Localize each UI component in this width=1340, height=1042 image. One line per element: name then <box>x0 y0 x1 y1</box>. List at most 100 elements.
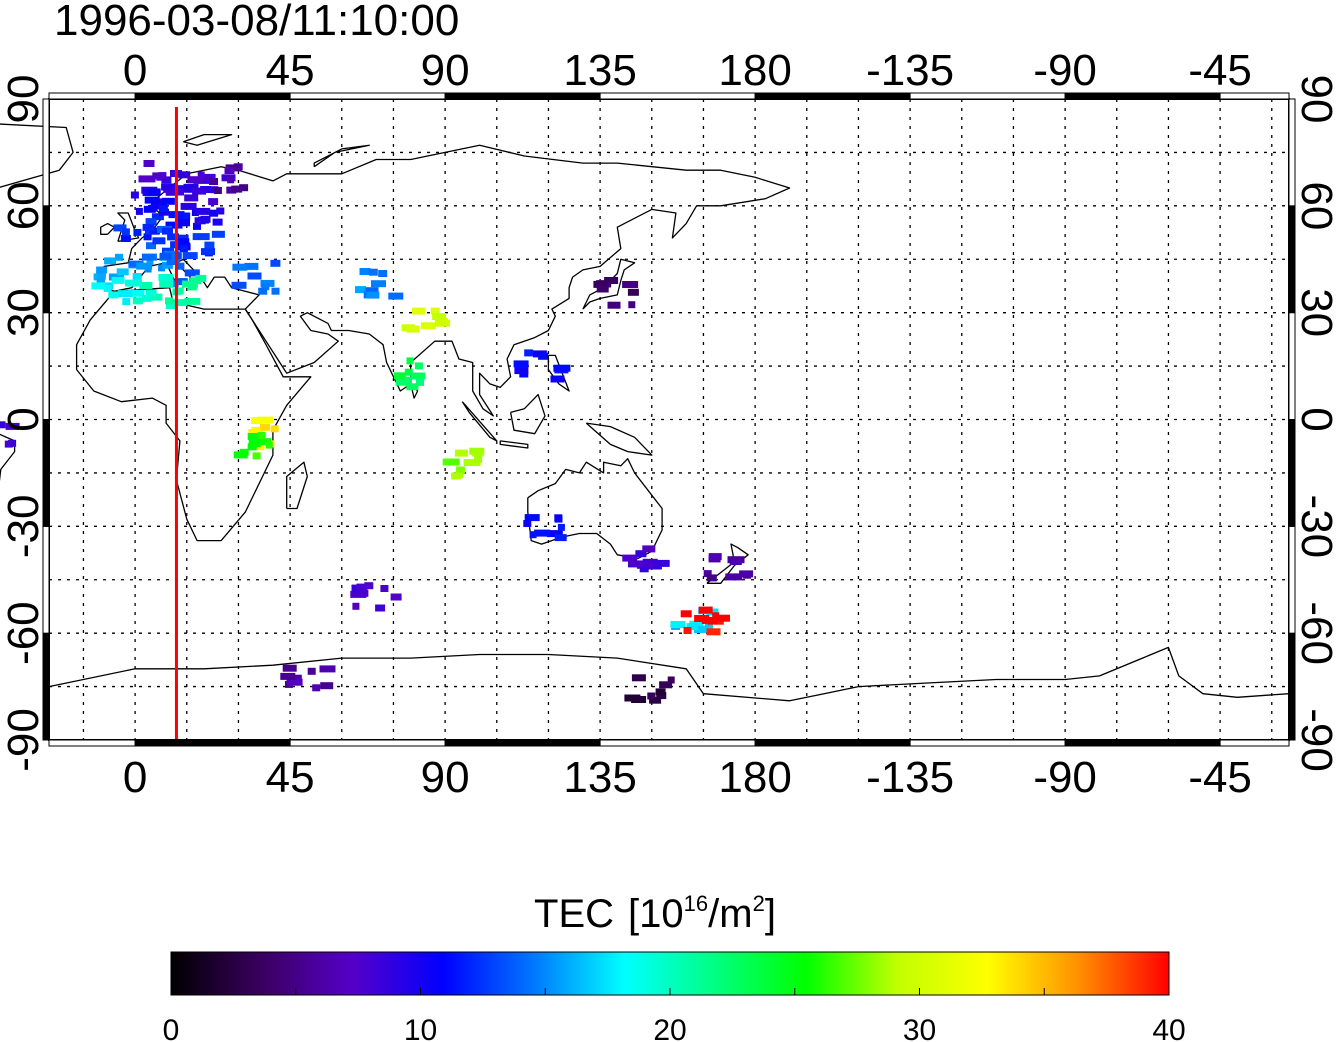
tec-observation <box>159 252 173 260</box>
lon-tick-label-top: 45 <box>266 46 315 95</box>
tec-observation <box>204 241 215 249</box>
lon-tick-label-top: -135 <box>866 46 954 95</box>
tec-observation <box>162 261 173 269</box>
tec-observation <box>414 362 423 370</box>
tec-observation <box>232 263 248 271</box>
tec-observation <box>167 233 180 241</box>
tec-observation <box>146 242 156 250</box>
tec-observation <box>406 383 419 391</box>
frame-bar-bottom <box>599 739 756 747</box>
tec-observation <box>649 696 662 704</box>
tec-observation <box>534 529 551 537</box>
lon-tick-label-top: 135 <box>563 46 636 95</box>
tec-observation <box>128 260 144 268</box>
tec-observation <box>627 288 639 296</box>
tec-observation <box>161 183 176 191</box>
coastline <box>547 354 570 392</box>
frame-bar-bottom <box>134 739 291 747</box>
tec-observation <box>152 237 166 245</box>
frame-bar-right <box>1288 98 1296 207</box>
lat-tick-label-left: 30 <box>0 288 48 337</box>
tec-observation <box>247 433 265 440</box>
frame-bar-bottom <box>909 739 1066 747</box>
tec-observation <box>162 227 173 235</box>
tec-observation <box>147 188 161 196</box>
tec-observation <box>181 280 198 288</box>
tec-observation <box>233 451 248 459</box>
tec-observation <box>388 292 404 300</box>
tec-observation <box>159 280 174 288</box>
tec-observation <box>368 268 378 276</box>
tec-observation <box>247 272 262 280</box>
tec-observation <box>319 665 336 673</box>
colorbar-unit-close: ] <box>765 892 776 936</box>
lon-tick-label-bottom: 0 <box>123 753 147 802</box>
coastline <box>313 144 370 168</box>
tec-observation <box>635 550 647 558</box>
lon-tick-label-bottom: 45 <box>266 753 315 802</box>
tec-observation <box>96 276 105 284</box>
colorbar-unit-open: [10 <box>628 892 684 936</box>
tec-observation <box>430 307 440 315</box>
tec-observation <box>739 570 754 578</box>
tec-observation <box>158 274 174 281</box>
colorbar-tick-label: 30 <box>903 1014 936 1042</box>
tec-observation <box>184 297 201 305</box>
lon-tick-label-top: -90 <box>1033 46 1097 95</box>
tec-observation <box>251 417 263 425</box>
tec-observation <box>680 610 692 618</box>
tec-observation <box>706 574 717 582</box>
coastline <box>48 646 1290 702</box>
tec-observation <box>631 674 646 682</box>
tec-observation <box>557 523 565 531</box>
tec-observation <box>261 283 270 291</box>
tec-observation <box>142 294 152 302</box>
tec-observation <box>286 678 303 686</box>
coastline <box>103 144 791 417</box>
tec-observation <box>161 197 175 205</box>
tec-observation <box>420 322 436 330</box>
tec-observation <box>166 258 180 265</box>
tec-observation <box>435 319 451 327</box>
tec-observation <box>371 280 386 288</box>
tec-observation <box>378 270 388 277</box>
tec-observation <box>97 271 106 279</box>
timestamp-title: 1996-03-08/11:10:00 <box>54 0 460 45</box>
tec-observation <box>703 570 712 578</box>
lat-tick-label-right: 90 <box>1292 75 1340 124</box>
tec-observation <box>260 423 270 431</box>
tec-observation <box>469 447 485 455</box>
tec-observation <box>183 183 199 191</box>
tec-observation <box>282 664 297 672</box>
tec-observation <box>596 285 609 293</box>
tec-observation <box>184 269 200 277</box>
tec-observation <box>120 235 131 242</box>
coastline <box>706 543 749 584</box>
tec-observation <box>176 262 185 270</box>
tec-observation <box>145 218 157 226</box>
map-border-bars <box>42 92 1296 747</box>
tec-observation <box>412 307 426 315</box>
tec-observation <box>524 349 534 357</box>
tec-observation <box>115 253 123 261</box>
tec-observation <box>224 167 235 174</box>
tec-observation <box>622 554 638 562</box>
tec-observation <box>265 441 273 449</box>
tec-observation <box>121 228 130 236</box>
tec-observation <box>365 287 379 295</box>
tec-observation <box>216 207 225 215</box>
frame-bar-bottom <box>48 739 136 747</box>
tec-observation <box>257 416 274 424</box>
tec-observation <box>159 208 169 216</box>
tec-observation <box>152 172 167 180</box>
tec-observation <box>725 573 743 581</box>
tec-observation <box>624 694 641 702</box>
tec-observation <box>200 215 211 223</box>
tec-observation <box>227 176 235 184</box>
tec-observation <box>659 681 673 689</box>
coastline <box>509 393 546 435</box>
tec-observation <box>194 207 211 215</box>
tec-observation <box>656 692 667 700</box>
tec-observation <box>550 375 565 383</box>
tec-observation <box>0 421 6 429</box>
